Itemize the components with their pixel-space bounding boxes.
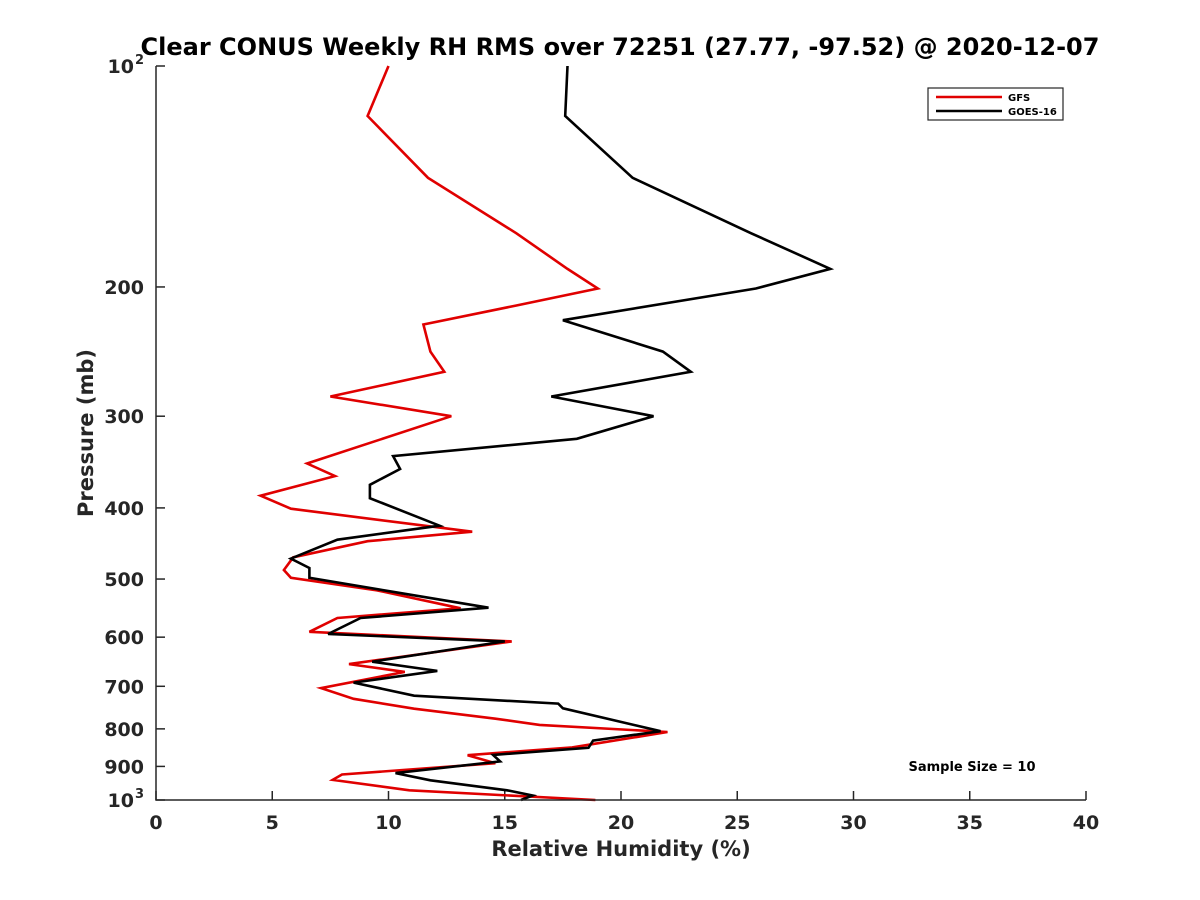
series-line-gfs <box>256 65 668 802</box>
x-tick-label: 25 <box>724 812 750 834</box>
y-tick-label: 400 <box>104 498 144 520</box>
x-tick-label: 5 <box>266 812 279 834</box>
y-tick-label: 300 <box>104 406 144 428</box>
plot-frame <box>155 66 1086 801</box>
chart-title: Clear CONUS Weekly RH RMS over 72251 (27… <box>141 33 1100 61</box>
x-tick-label: 30 <box>840 812 866 834</box>
x-tick-label: 20 <box>608 812 634 834</box>
y-tick-label: 500 <box>104 569 144 591</box>
y-tick-label-exponent: 3 <box>135 787 144 802</box>
y-tick-label: 700 <box>104 676 144 698</box>
legend-box <box>927 87 1064 121</box>
y-tick-label-power: 10 2 <box>108 53 145 78</box>
y-tick-label-base: 10 <box>108 790 134 812</box>
x-axis-label: Relative Humidity (%) <box>491 837 750 861</box>
y-tick-label: 900 <box>104 756 144 778</box>
sample-size-annotation: Sample Size = 10 <box>908 760 1035 775</box>
y-tick-label-exponent: 2 <box>135 53 144 68</box>
y-tick-label-base: 10 <box>108 56 134 78</box>
y-tick-label: 800 <box>104 719 144 741</box>
y-tick-label-power: 10 3 <box>108 787 145 812</box>
legend-label-gfs: GFS <box>1008 93 1030 104</box>
x-tick-label: 35 <box>957 812 983 834</box>
y-tick-label: 600 <box>104 627 144 649</box>
legend-label-goes16: GOES-16 <box>1008 107 1057 118</box>
x-tick-label: 40 <box>1073 812 1099 834</box>
series-layer <box>256 65 835 802</box>
y-axis-label: Pressure (mb) <box>74 349 98 517</box>
series-line-goes16 <box>287 65 835 802</box>
x-axis-ticks: 0 5 10 15 20 25 30 35 40 <box>149 791 1099 834</box>
y-tick-label: 200 <box>104 277 144 299</box>
legend: GFS GOES-16 <box>927 87 1064 121</box>
x-tick-label: 10 <box>375 812 401 834</box>
x-tick-label: 0 <box>149 812 162 834</box>
x-tick-label: 15 <box>492 812 518 834</box>
